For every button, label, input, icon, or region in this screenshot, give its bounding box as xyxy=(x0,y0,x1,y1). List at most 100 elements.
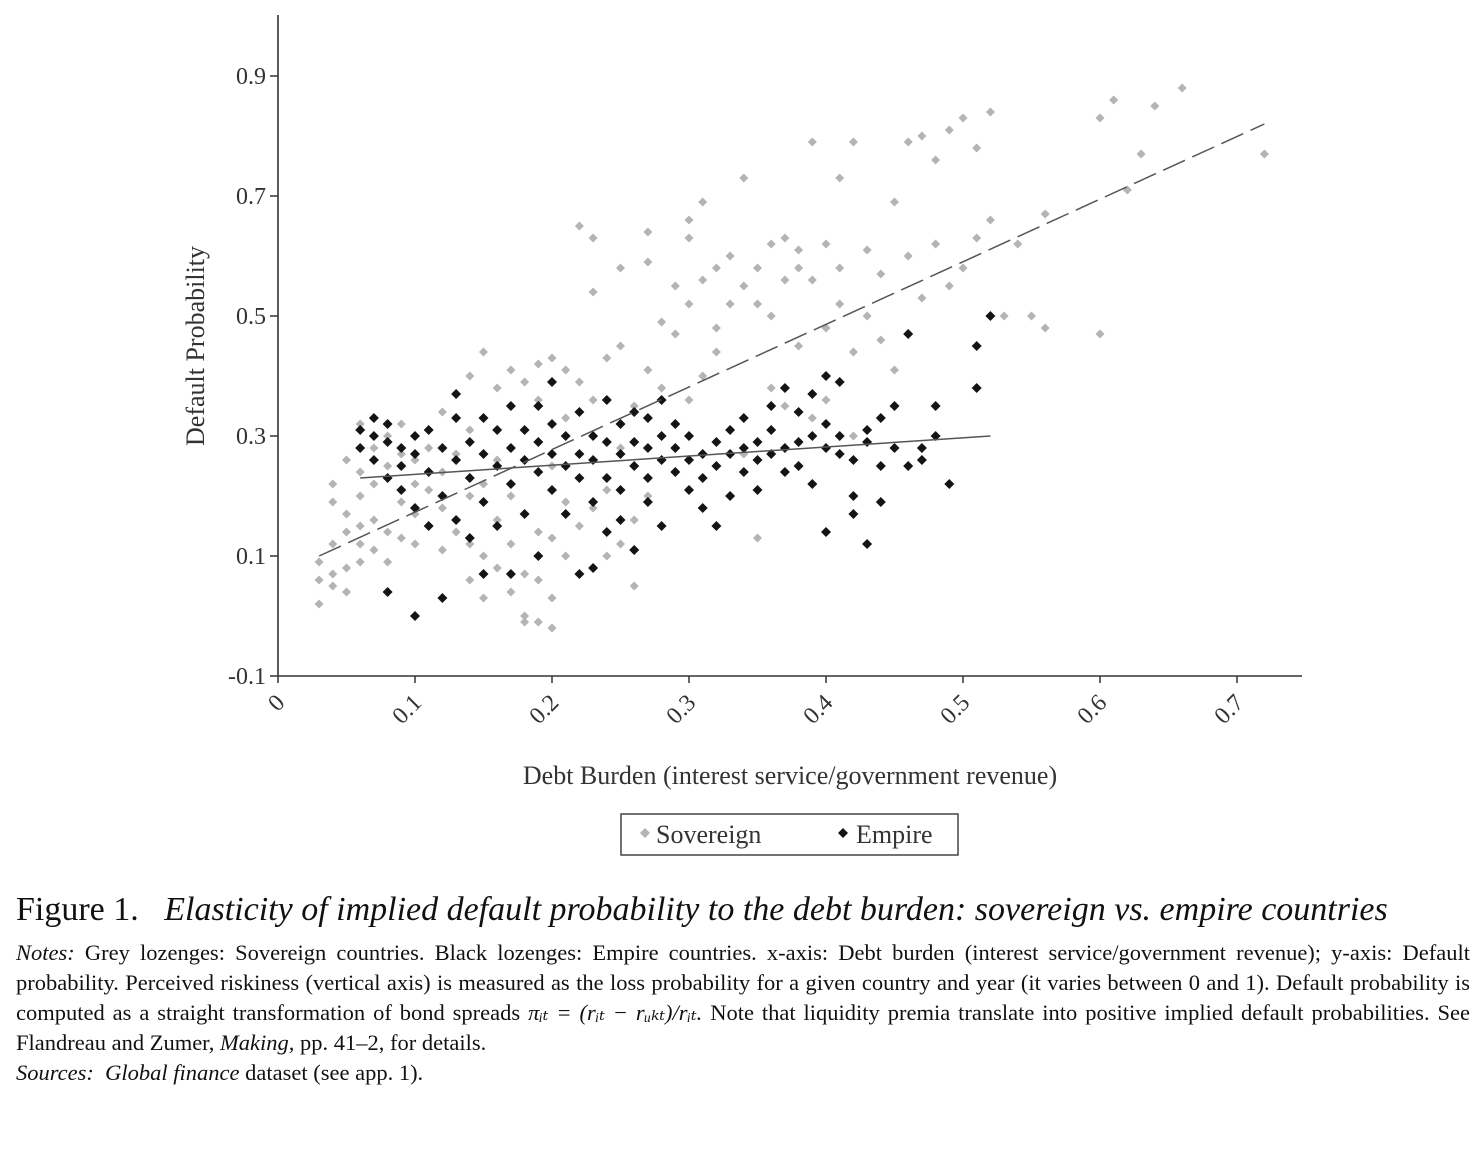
scatter-chart: 0 0.1 0.2 0.3 0.4 0.5 0.6 0.7 -0.10.10.30.50.70… xyxy=(181,15,1302,856)
data-point-sovereign xyxy=(848,137,858,147)
data-point-empire xyxy=(944,479,955,489)
data-point-sovereign xyxy=(574,221,584,231)
figure-title-text: Elasticity of implied default probabilit… xyxy=(164,891,1388,928)
data-point-empire xyxy=(711,461,722,471)
data-point-empire xyxy=(670,467,681,477)
data-point-empire xyxy=(766,401,777,411)
data-point-sovereign xyxy=(643,257,653,267)
data-point-sovereign xyxy=(1109,95,1119,105)
data-point-sovereign xyxy=(547,593,557,603)
data-point-empire xyxy=(355,425,366,435)
legend-box xyxy=(620,813,959,856)
data-point-empire xyxy=(684,455,694,465)
data-point-sovereign xyxy=(547,533,557,543)
data-point-empire xyxy=(478,569,489,579)
data-point-sovereign xyxy=(999,311,1009,321)
data-point-empire xyxy=(368,413,379,423)
data-point-sovereign xyxy=(588,503,598,513)
data-point-sovereign xyxy=(328,479,338,489)
data-point-sovereign xyxy=(725,251,735,261)
data-point-sovereign xyxy=(1027,311,1036,321)
data-point-sovereign xyxy=(1259,149,1269,159)
data-point-empire xyxy=(821,443,831,453)
data-point-sovereign xyxy=(383,461,393,471)
data-point-sovereign xyxy=(643,227,653,237)
sources-label: Sources: xyxy=(16,1060,94,1085)
data-point-sovereign xyxy=(506,587,516,597)
data-point-sovereign xyxy=(574,521,584,531)
data-point-sovereign xyxy=(369,479,379,489)
data-point-empire xyxy=(519,509,530,519)
notes-text-1: Grey lozenges: Sovereign countries. Blac… xyxy=(16,940,1470,1025)
data-point-sovereign xyxy=(958,113,968,123)
data-point-sovereign xyxy=(451,527,461,537)
data-point-empire xyxy=(396,485,407,495)
data-point-sovereign xyxy=(1095,329,1105,339)
data-point-sovereign xyxy=(533,575,543,585)
data-point-sovereign xyxy=(698,197,708,207)
y-axis-title: Default Probability xyxy=(181,246,210,446)
data-point-empire xyxy=(875,461,886,471)
data-point-sovereign xyxy=(1013,239,1023,249)
data-point-sovereign xyxy=(917,131,927,141)
data-point-sovereign xyxy=(794,263,804,273)
data-point-sovereign xyxy=(985,215,995,225)
data-point-sovereign xyxy=(451,449,461,459)
data-point-sovereign xyxy=(821,239,831,249)
data-point-empire xyxy=(779,383,790,393)
data-point-sovereign xyxy=(355,521,365,531)
data-point-empire xyxy=(601,437,612,447)
data-point-sovereign xyxy=(629,515,639,525)
data-point-sovereign xyxy=(342,455,351,465)
data-point-sovereign xyxy=(629,401,639,411)
data-point-sovereign xyxy=(342,509,351,519)
data-point-empire xyxy=(547,377,557,387)
data-point-empire xyxy=(848,509,859,519)
data-point-empire xyxy=(629,461,640,471)
data-point-sovereign xyxy=(1177,83,1187,93)
data-point-empire xyxy=(875,413,886,423)
data-point-sovereign xyxy=(972,233,982,243)
data-point-sovereign xyxy=(958,263,968,273)
data-point-empire xyxy=(903,461,914,471)
data-point-empire xyxy=(684,485,694,495)
data-point-empire xyxy=(410,431,420,441)
data-point-empire xyxy=(834,449,845,459)
x-tick-label: 0.4 xyxy=(799,690,839,730)
data-point-sovereign xyxy=(465,425,475,435)
figure-label: Figure 1. xyxy=(16,891,139,928)
data-point-sovereign xyxy=(547,461,557,471)
data-point-sovereign xyxy=(561,551,571,561)
legend: Sovereign Empire xyxy=(620,813,959,856)
data-point-sovereign xyxy=(711,263,721,273)
data-point-empire xyxy=(505,479,516,489)
data-point-empire xyxy=(601,473,612,483)
data-point-empire xyxy=(368,455,379,465)
data-point-sovereign xyxy=(753,299,762,309)
data-point-sovereign xyxy=(465,371,475,381)
data-point-sovereign xyxy=(520,611,530,621)
data-point-empire xyxy=(697,503,708,513)
data-point-sovereign xyxy=(355,491,365,501)
data-point-sovereign xyxy=(424,485,434,495)
data-point-sovereign xyxy=(369,443,379,453)
data-point-empire xyxy=(903,329,914,339)
data-point-empire xyxy=(505,443,516,453)
data-point-sovereign xyxy=(533,617,543,627)
data-point-sovereign xyxy=(807,275,817,285)
data-point-sovereign xyxy=(931,155,941,165)
data-point-sovereign xyxy=(1150,101,1160,111)
y-tick-label: 0.5 xyxy=(236,304,266,330)
data-point-sovereign xyxy=(780,401,790,411)
data-point-empire xyxy=(711,521,722,531)
data-point-sovereign xyxy=(355,539,365,549)
data-point-empire xyxy=(752,437,763,447)
data-point-sovereign xyxy=(657,383,667,393)
data-point-sovereign xyxy=(725,299,735,309)
data-point-empire xyxy=(505,569,516,579)
data-point-sovereign xyxy=(890,197,899,207)
data-point-empire xyxy=(848,455,859,465)
data-point-empire xyxy=(615,515,626,525)
data-point-sovereign xyxy=(862,245,872,255)
data-point-empire xyxy=(985,311,996,321)
